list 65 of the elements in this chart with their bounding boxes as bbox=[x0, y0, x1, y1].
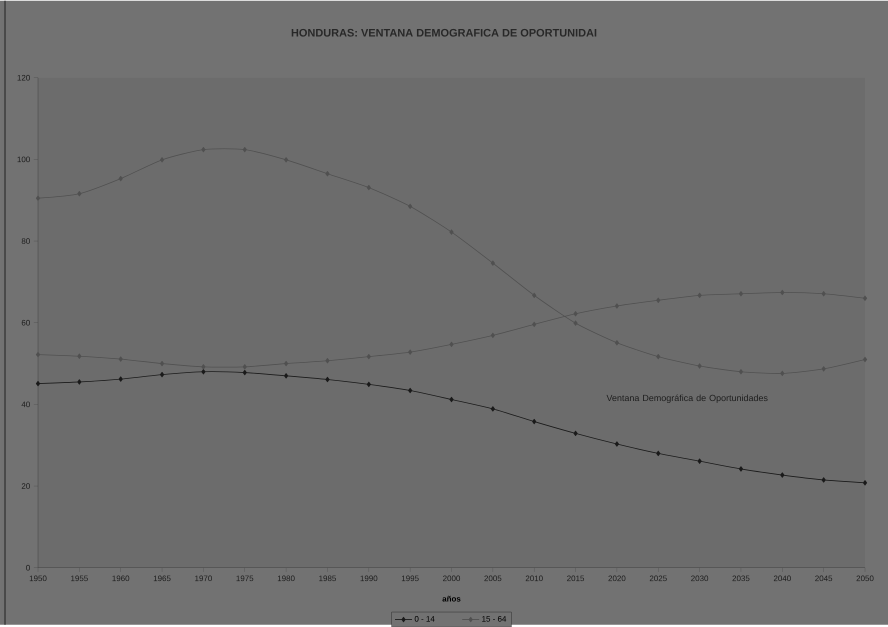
annotation: Ventana Demográfica de Oportunidades bbox=[606, 394, 768, 403]
point bbox=[118, 376, 123, 382]
point bbox=[780, 290, 784, 296]
point bbox=[573, 430, 578, 436]
point bbox=[490, 260, 495, 266]
point bbox=[366, 354, 371, 360]
point bbox=[862, 295, 868, 301]
point bbox=[284, 360, 288, 366]
point bbox=[697, 363, 702, 369]
point bbox=[77, 190, 82, 196]
point bbox=[862, 480, 868, 486]
point bbox=[242, 364, 247, 370]
point bbox=[532, 322, 536, 327]
point bbox=[738, 466, 744, 472]
point bbox=[284, 373, 288, 378]
point bbox=[36, 195, 40, 201]
point bbox=[738, 290, 744, 296]
point bbox=[862, 356, 868, 362]
point bbox=[614, 303, 620, 309]
point bbox=[738, 368, 744, 374]
point bbox=[573, 320, 578, 326]
point bbox=[573, 310, 578, 316]
chart-title: HONDURAS: VENTANA DEMOGRAFICA DE OPORTUNIDAI bbox=[292, 28, 596, 36]
point bbox=[36, 352, 40, 358]
point bbox=[408, 388, 412, 394]
point bbox=[656, 354, 660, 360]
point bbox=[449, 229, 454, 235]
point bbox=[490, 406, 495, 412]
point bbox=[656, 450, 660, 456]
point bbox=[77, 353, 82, 359]
point bbox=[780, 370, 784, 376]
point bbox=[242, 370, 247, 376]
point bbox=[242, 146, 247, 152]
point bbox=[408, 349, 412, 355]
point bbox=[656, 297, 660, 303]
point bbox=[780, 472, 784, 478]
point bbox=[160, 156, 164, 162]
point bbox=[325, 170, 330, 176]
point bbox=[532, 418, 536, 424]
point bbox=[408, 204, 412, 209]
point bbox=[201, 368, 206, 374]
point bbox=[490, 332, 495, 338]
point bbox=[614, 441, 620, 447]
point bbox=[449, 342, 454, 347]
point bbox=[201, 364, 206, 370]
point bbox=[284, 156, 288, 162]
point bbox=[822, 477, 826, 483]
point bbox=[697, 458, 702, 464]
point bbox=[118, 176, 123, 182]
point bbox=[77, 379, 82, 385]
point bbox=[160, 372, 164, 378]
point bbox=[822, 290, 826, 296]
point bbox=[822, 366, 826, 372]
point bbox=[201, 146, 206, 152]
point bbox=[160, 360, 164, 366]
point bbox=[36, 380, 40, 386]
point bbox=[366, 184, 371, 190]
point bbox=[325, 358, 330, 364]
point bbox=[697, 292, 702, 298]
point bbox=[532, 292, 536, 298]
point bbox=[118, 356, 123, 362]
point bbox=[449, 396, 454, 402]
point bbox=[614, 340, 620, 346]
point bbox=[325, 376, 330, 382]
point bbox=[366, 382, 371, 387]
